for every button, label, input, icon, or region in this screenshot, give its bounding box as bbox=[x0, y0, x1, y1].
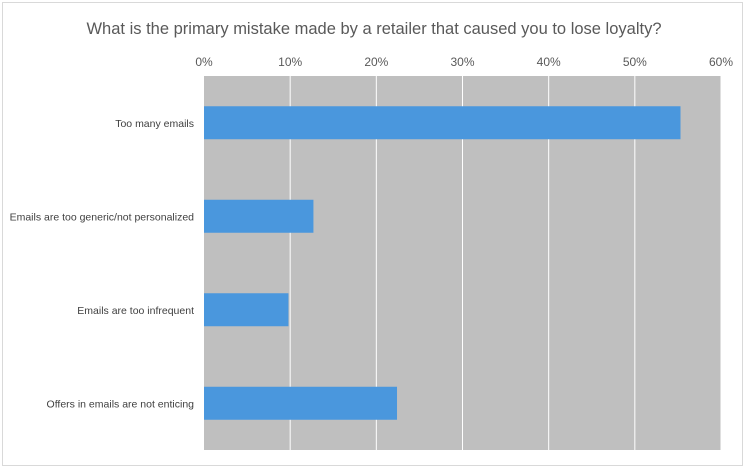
x-tick-label: 40% bbox=[537, 55, 561, 69]
x-tick-label: 60% bbox=[709, 55, 733, 69]
x-tick-label: 20% bbox=[364, 55, 388, 69]
category-label: Too many emails bbox=[115, 118, 194, 130]
category-label: Emails are too infrequent bbox=[77, 305, 194, 317]
bar bbox=[204, 199, 314, 233]
bar bbox=[204, 386, 398, 420]
x-tick-label: 10% bbox=[278, 55, 302, 69]
bar bbox=[204, 106, 681, 140]
x-tick-label: 30% bbox=[450, 55, 474, 69]
bar bbox=[204, 293, 289, 327]
x-tick-label: 0% bbox=[195, 55, 213, 69]
x-tick-label: 50% bbox=[623, 55, 647, 69]
category-label: Emails are too generic/not personalized bbox=[10, 211, 195, 223]
category-label: Offers in emails are not enticing bbox=[47, 398, 195, 410]
chart-title: What is the primary mistake made by a re… bbox=[86, 20, 662, 38]
